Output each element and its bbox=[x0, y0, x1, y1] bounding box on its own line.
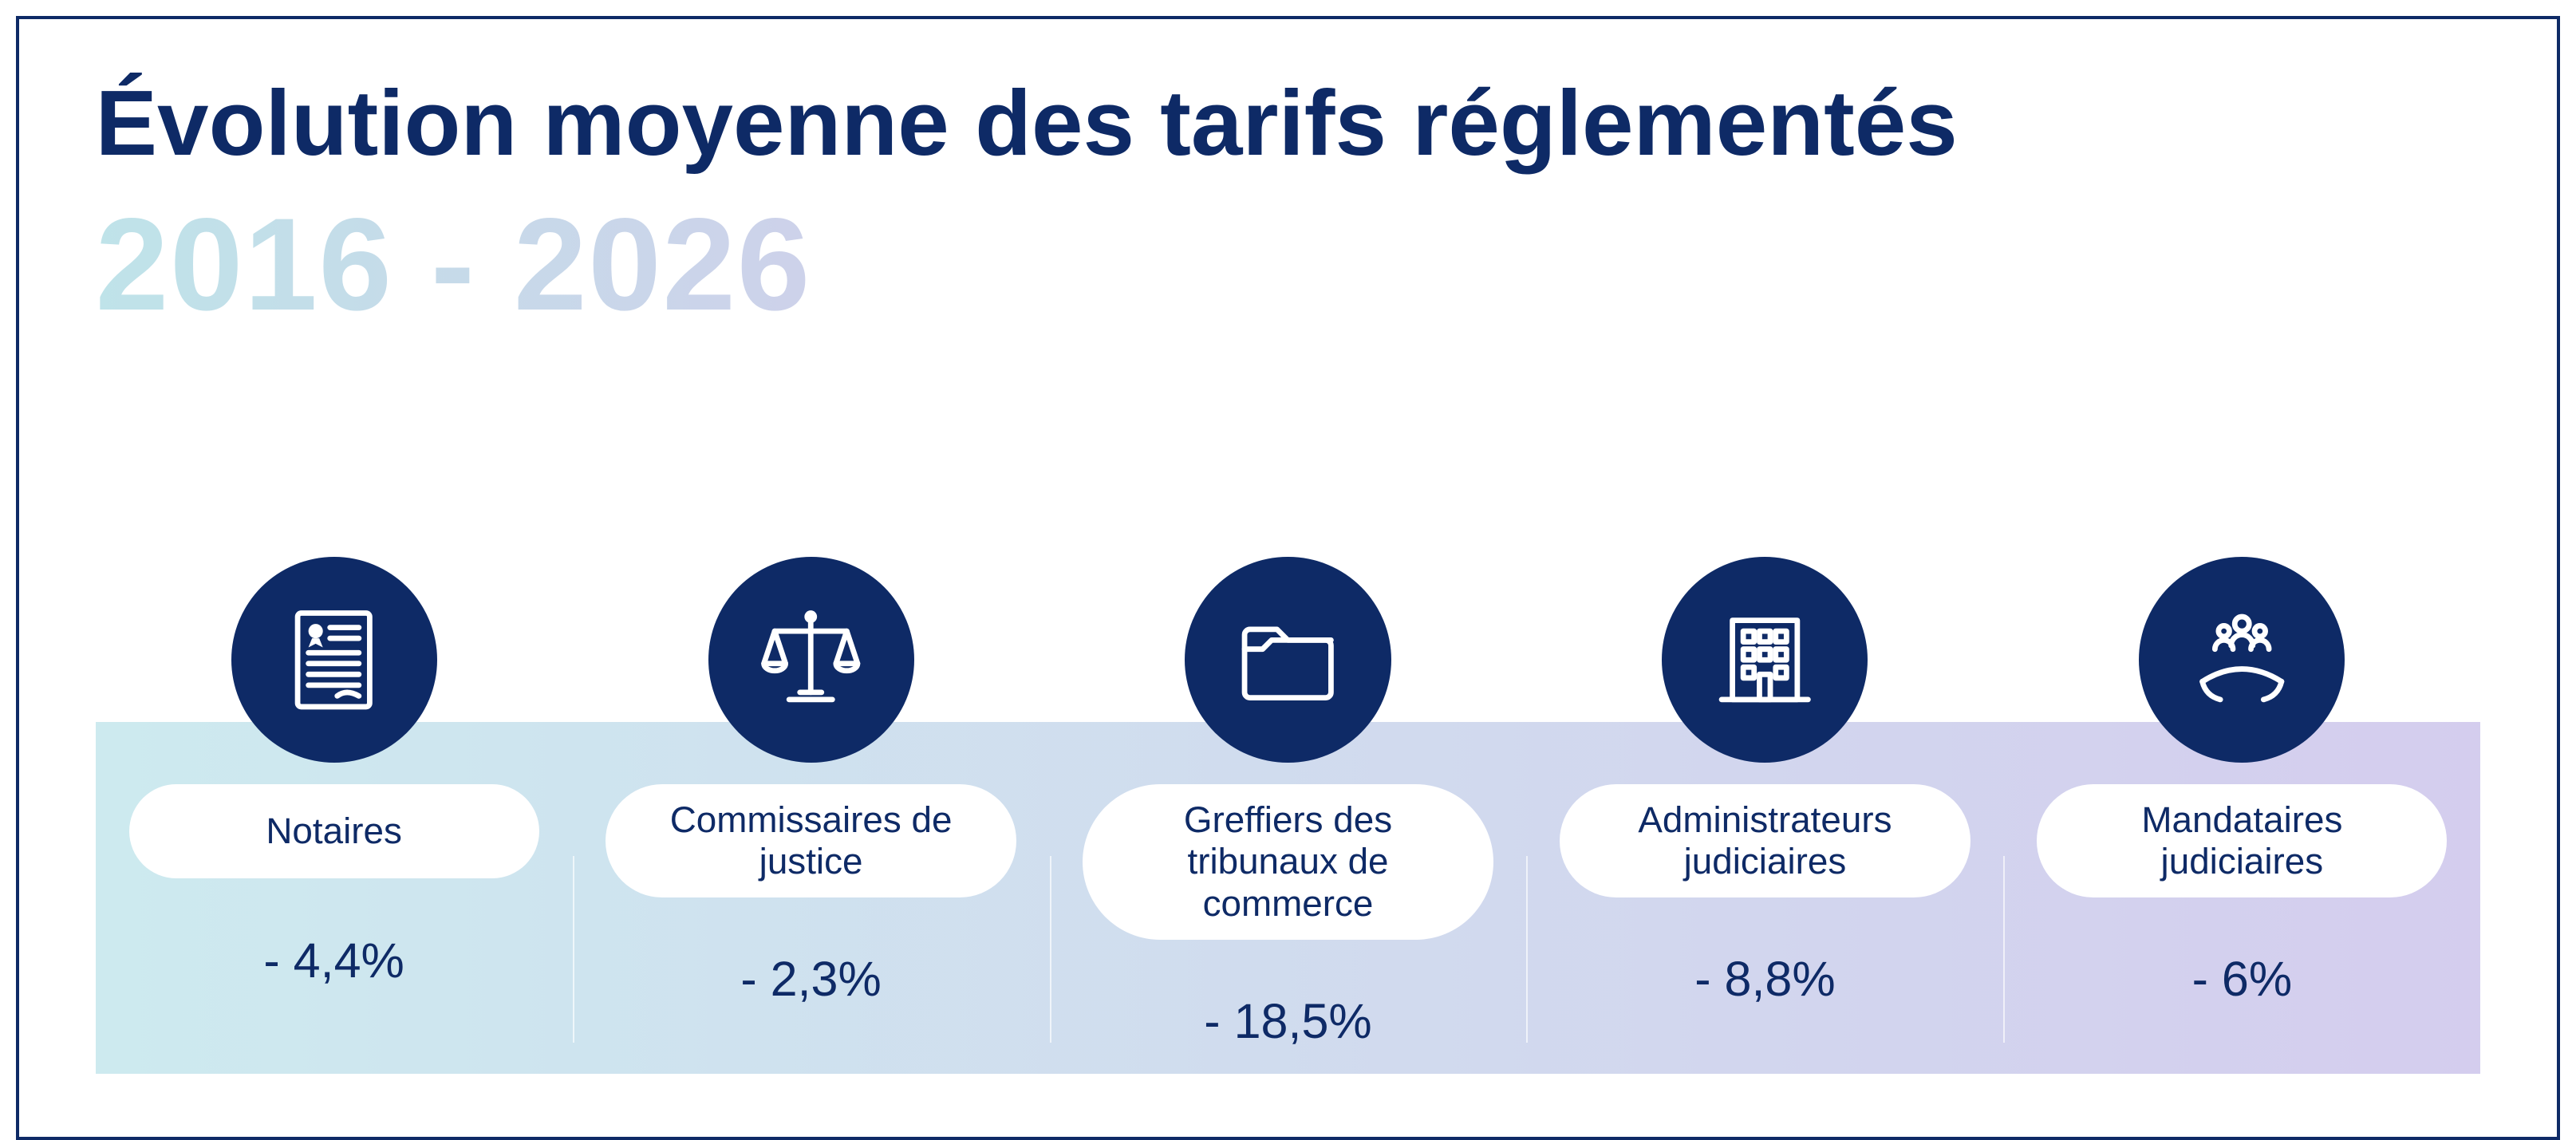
label-administrateurs: Administrateurs judiciaires bbox=[1560, 784, 1970, 897]
building-icon bbox=[1662, 557, 1868, 763]
subtitle-year-range: 2016 - 2026 bbox=[96, 199, 2481, 330]
title: Évolution moyenne des tarifs réglementés bbox=[96, 75, 2481, 172]
band-wrap: Notaires - 4,4% bbox=[96, 557, 2481, 1074]
scales-icon bbox=[708, 557, 914, 763]
col-commissaires: Commissaires de justice - 2,3% bbox=[573, 557, 1050, 1074]
infographic-frame: Évolution moyenne des tarifs réglementés… bbox=[16, 16, 2560, 1140]
label-mandataires: Mandataires judiciaires bbox=[2037, 784, 2447, 897]
col-notaires: Notaires - 4,4% bbox=[96, 557, 573, 1074]
value-mandataires: - 6% bbox=[2192, 951, 2293, 1007]
col-greffiers: Greffiers des tribunaux de commerce - 18… bbox=[1050, 557, 1527, 1074]
columns: Notaires - 4,4% bbox=[96, 557, 2481, 1074]
col-mandataires: Mandataires judiciaires - 6% bbox=[2003, 557, 2480, 1074]
label-commissaires: Commissaires de justice bbox=[606, 784, 1016, 897]
folder-icon bbox=[1185, 557, 1391, 763]
col-administrateurs: Administrateurs judiciaires - 8,8% bbox=[1526, 557, 2003, 1074]
hand-people-icon bbox=[2139, 557, 2345, 763]
label-greffiers: Greffiers des tribunaux de commerce bbox=[1083, 784, 1493, 940]
label-notaires: Notaires bbox=[129, 784, 539, 878]
document-icon bbox=[231, 557, 437, 763]
value-administrateurs: - 8,8% bbox=[1694, 951, 1835, 1007]
value-commissaires: - 2,3% bbox=[740, 951, 881, 1007]
value-notaires: - 4,4% bbox=[263, 933, 404, 988]
value-greffiers: - 18,5% bbox=[1204, 993, 1371, 1049]
